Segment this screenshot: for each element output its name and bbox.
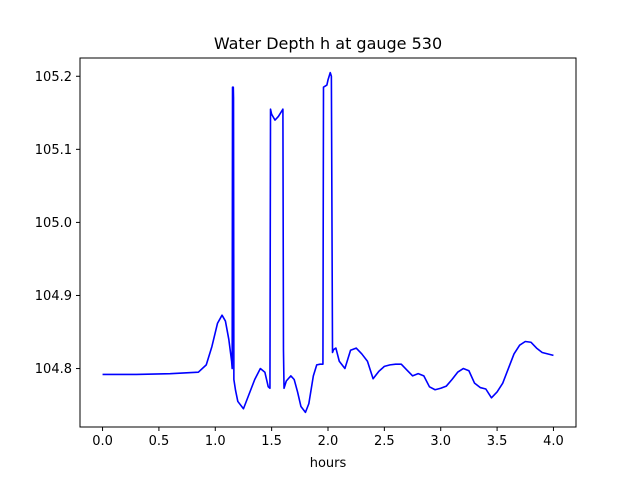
x-axis-label: hours (310, 456, 347, 471)
x-tick-label: 4.0 (543, 434, 564, 449)
x-tick-label: 2.5 (374, 434, 395, 449)
plot-layer (102, 71, 554, 414)
y-tick-label: 105.2 (35, 70, 72, 85)
x-tick-label: 0.5 (149, 434, 170, 449)
x-axis-ticks: 0.0 0.5 1.0 1.5 2.0 2.5 3.0 3.5 4.0 (92, 427, 564, 449)
y-tick-label: 105.0 (35, 216, 72, 231)
series-line (102, 71, 554, 414)
y-tick-label: 104.9 (35, 289, 72, 304)
x-tick-label: 2.0 (318, 434, 339, 449)
y-tick-label: 104.8 (35, 362, 72, 377)
x-tick-label: 0.0 (92, 434, 113, 449)
x-tick-label: 3.5 (487, 434, 508, 449)
x-tick-label: 1.5 (261, 434, 282, 449)
x-tick-label: 1.0 (205, 434, 226, 449)
y-axis-ticks: 104.8 104.9 105.0 105.1 105.2 (35, 70, 80, 377)
chart-title: Water Depth h at gauge 530 (214, 34, 442, 53)
y-tick-label: 105.1 (35, 143, 72, 158)
x-tick-label: 3.0 (430, 434, 451, 449)
